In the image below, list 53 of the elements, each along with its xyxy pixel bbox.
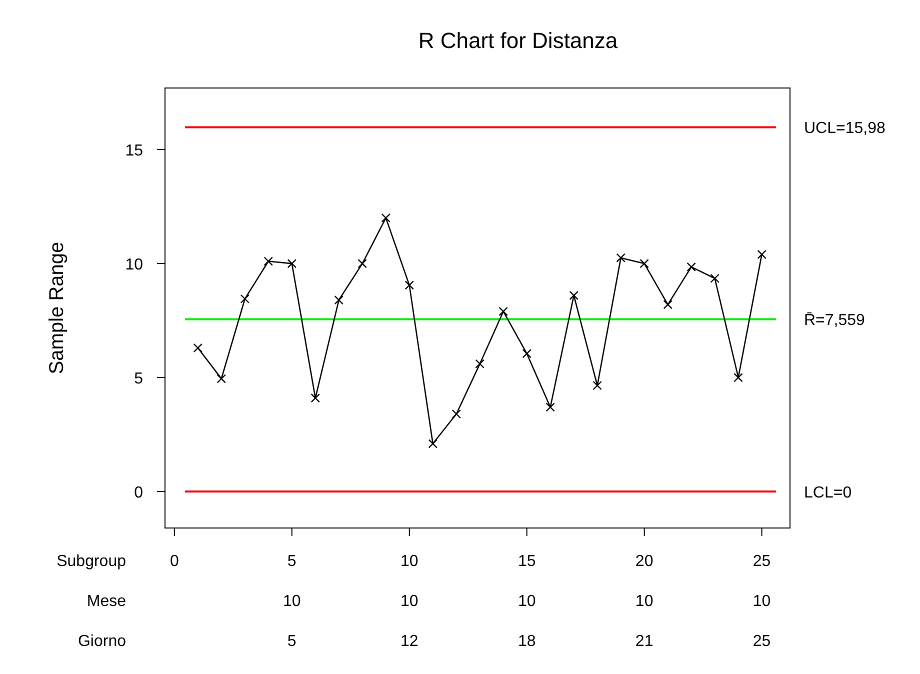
- text: 10: [400, 593, 418, 610]
- point: [381, 213, 390, 223]
- ref-line-label: R̄=7,559: [804, 312, 866, 330]
- point: [216, 374, 226, 384]
- text: 5: [287, 633, 296, 650]
- point: [428, 439, 438, 448]
- point: [640, 258, 649, 268]
- y-tick-label: 0: [134, 484, 144, 502]
- point: [616, 253, 626, 262]
- x-tick-label: 25: [752, 553, 771, 570]
- y-tick-label: 15: [125, 142, 144, 160]
- x-tick-label: 15: [518, 553, 536, 570]
- point: [264, 256, 273, 266]
- x-tick-label: 0: [170, 553, 179, 570]
- point: [569, 290, 578, 300]
- point: [240, 294, 250, 304]
- point: [663, 300, 672, 310]
- point: [686, 262, 696, 272]
- text: 10: [752, 593, 771, 610]
- point: [475, 359, 484, 368]
- y-axis-title: Sample Range: [46, 242, 68, 374]
- text: 12: [400, 633, 418, 650]
- point: [334, 295, 344, 305]
- text: 25: [752, 633, 771, 650]
- point: [358, 258, 367, 268]
- point: [757, 250, 766, 260]
- chart-title: R Chart for Distanza: [418, 28, 618, 53]
- x-axis-title: Subgroup: [56, 553, 126, 570]
- ref-line-label: LCL=0: [804, 484, 852, 502]
- text: 10: [635, 593, 654, 610]
- x-tick-label: 5: [287, 553, 296, 570]
- point: [310, 393, 320, 403]
- ref-line-label: UCL=15,98: [804, 120, 886, 138]
- text: 18: [518, 633, 536, 650]
- point: [710, 274, 720, 283]
- point: [522, 348, 532, 358]
- point: [592, 380, 602, 390]
- x-tick-label: 20: [635, 553, 654, 570]
- point: [498, 306, 508, 316]
- text: Giorno: [78, 633, 126, 650]
- text: 10: [518, 593, 536, 610]
- y-tick-label: 10: [125, 256, 144, 274]
- point: [452, 409, 461, 419]
- x-tick-label: 10: [400, 553, 418, 570]
- point: [404, 280, 414, 290]
- point: [287, 258, 296, 268]
- text: Mese: [86, 593, 126, 610]
- point: [734, 372, 743, 382]
- y-tick-label: 5: [134, 370, 144, 388]
- text: 10: [282, 593, 301, 610]
- point: [546, 402, 555, 412]
- text: 21: [635, 633, 654, 650]
- point: [193, 343, 202, 352]
